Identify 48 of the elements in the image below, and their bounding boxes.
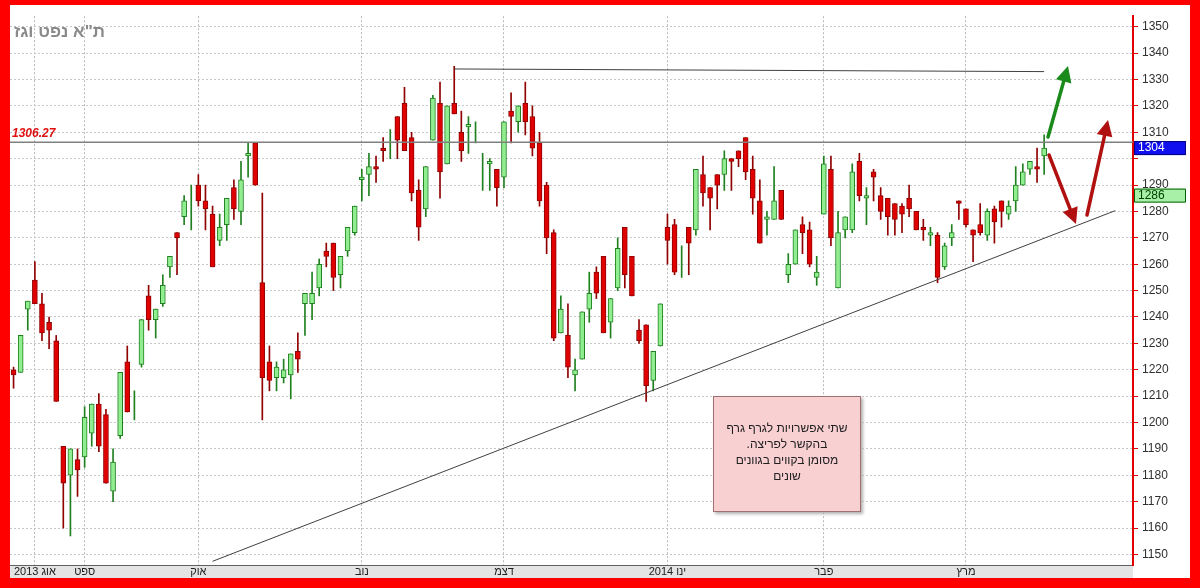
candlestick [813,255,820,286]
y-tick-label: 1210 [1142,388,1170,403]
candlestick [24,300,31,331]
candlestick [295,332,301,373]
x-tick-label: אוג 2013 [13,564,56,577]
text: 1304 [1138,140,1166,155]
y-tick-label: 1170 [1142,493,1169,508]
y-tick-label: 1270 [1142,230,1170,245]
annotation: שתי אפשרויות לגרף גרף בהקשר לפריצה. מסומן בקווים בגוונים שונים [725,420,849,484]
y-tick-label: 1320 [1142,98,1170,113]
ref-line-label: 1306.27 [12,126,57,141]
candlestick [970,229,976,262]
y-tick-label: 1240 [1142,309,1170,324]
candlestick [508,92,514,144]
candlestick [309,271,315,320]
y-tick-label: 1160 [1142,520,1169,535]
y-tick-label: 1200 [1142,414,1170,429]
candlestick [899,203,905,233]
y-tick-label: 1330 [1142,71,1170,86]
candlestick [174,232,180,276]
text: 1286 [1138,187,1166,202]
y-tick-label: 1280 [1142,203,1170,218]
x-tick-label: נוב [354,564,369,577]
candlestick [1041,134,1047,175]
candlestick [764,211,770,236]
x-tick-label: ינו 2014 [648,564,687,577]
x-tick-label: אוק [190,564,207,577]
x-tick-label: מרץ [956,564,976,577]
y-tick-label: 1220 [1142,362,1170,377]
y-tick-label: 1230 [1142,335,1170,350]
x-tick-label: פבר [814,564,834,577]
chart-title: ת"א נפט וגז [14,22,105,42]
candlestick [1034,147,1040,183]
y-tick-label: 1350 [1142,19,1170,34]
candlestick [373,155,379,183]
y-tick-label: 1150 [1142,546,1169,561]
y-tick-label: 1180 [1142,467,1169,482]
x-tick-label: ספט [74,564,96,577]
y-tick-label: 1310 [1142,124,1170,139]
y-tick-label: 1340 [1142,45,1170,60]
x-tick-label: דצמ [494,564,514,577]
y-tick-label: 1190 [1142,441,1169,456]
candlestick [572,358,578,392]
candlestick [366,153,372,196]
candlestick [302,292,308,336]
y-tick-label: 1250 [1142,282,1170,297]
y-tick-label: 1260 [1142,256,1170,271]
candlestick [451,66,458,115]
